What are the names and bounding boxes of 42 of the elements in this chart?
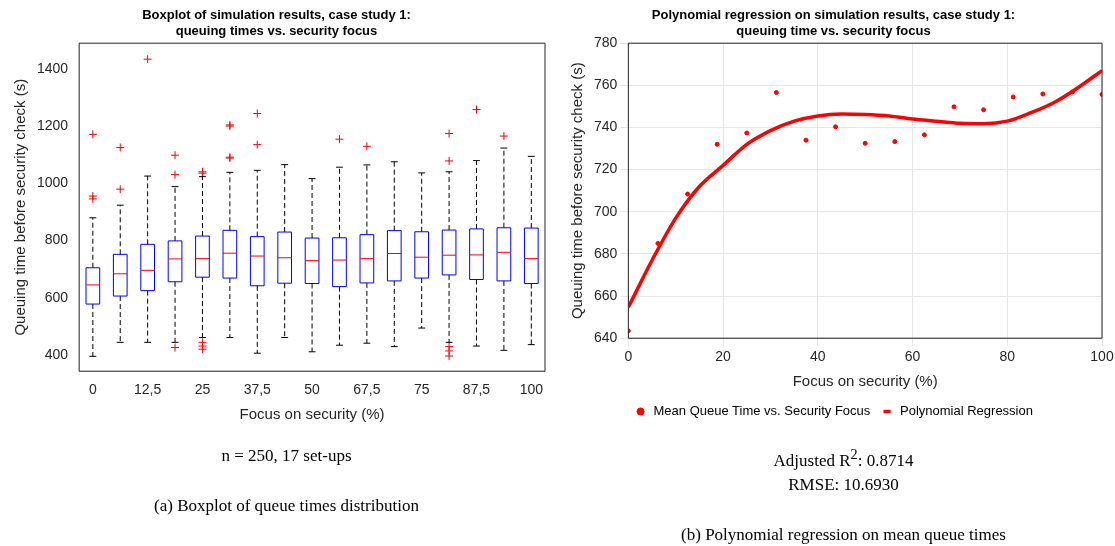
x-tick-label: 40 bbox=[810, 348, 826, 365]
x-tick-label: 80 bbox=[999, 348, 1016, 365]
chart-title: Boxplot of simulation results, case study 1: queuing times vs. security focus bbox=[142, 7, 411, 38]
chart-title: Polynomial regression on simulation results, case study 1: queuing time vs. security focus bbox=[651, 7, 1016, 38]
legend-label: Polynomial Regression bbox=[900, 403, 1033, 419]
x-tick-label: 60 bbox=[904, 348, 921, 365]
x-tick-label: 37,5 bbox=[243, 381, 272, 398]
y-tick-label: 720 bbox=[594, 160, 618, 177]
y-tick-label: 680 bbox=[594, 244, 618, 261]
y-tick-label: 1400 bbox=[36, 60, 69, 77]
y-tick-label: 660 bbox=[594, 286, 618, 303]
text: RMSE: 10.6930 bbox=[787, 474, 900, 495]
legend-label: Mean Queue Time vs. Security Focus bbox=[653, 403, 871, 419]
y-tick-label: 1200 bbox=[36, 117, 69, 134]
y-tick-label: 700 bbox=[594, 202, 618, 219]
x-axis-title: Focus on security (%) bbox=[239, 405, 385, 423]
y-tick-label: 780 bbox=[594, 34, 618, 51]
y-axis-title: Queuing time before security check (s) bbox=[11, 78, 29, 336]
text: n = 250, 17 set-ups bbox=[220, 446, 353, 466]
x-tick-label: 20 bbox=[715, 348, 732, 365]
y-tick-label: 600 bbox=[44, 288, 69, 305]
text: (b) Polynomial regression on mean queue times bbox=[680, 524, 1007, 545]
x-tick-label: 0 bbox=[624, 348, 633, 365]
x-axis-title: Focus on security (%) bbox=[792, 372, 938, 390]
x-tick-label: 67,5 bbox=[353, 381, 381, 398]
y-tick-label: 800 bbox=[44, 231, 69, 248]
y-tick-label: 640 bbox=[594, 329, 618, 346]
x-tick-label: 50 bbox=[304, 381, 321, 398]
y-tick-label: 760 bbox=[594, 76, 618, 93]
y-tick-label: 1000 bbox=[36, 174, 69, 191]
x-tick-label: 12,5 bbox=[134, 381, 162, 398]
text: (a) Boxplot of queue times distribution bbox=[153, 496, 420, 516]
x-tick-label: 100 bbox=[519, 381, 544, 398]
x-tick-label: 0 bbox=[88, 381, 97, 398]
x-tick-label: 87,5 bbox=[462, 381, 491, 398]
y-tick-label: 740 bbox=[594, 118, 618, 135]
x-tick-label: 100 bbox=[1090, 348, 1114, 365]
y-axis-title: Queuing time before security check (s) bbox=[568, 62, 586, 320]
x-tick-label: 25 bbox=[194, 381, 211, 398]
x-tick-label: 75 bbox=[413, 381, 430, 398]
y-tick-label: 400 bbox=[44, 345, 69, 362]
text: Adjusted R$^{2}$: 0.8714 bbox=[772, 446, 915, 471]
